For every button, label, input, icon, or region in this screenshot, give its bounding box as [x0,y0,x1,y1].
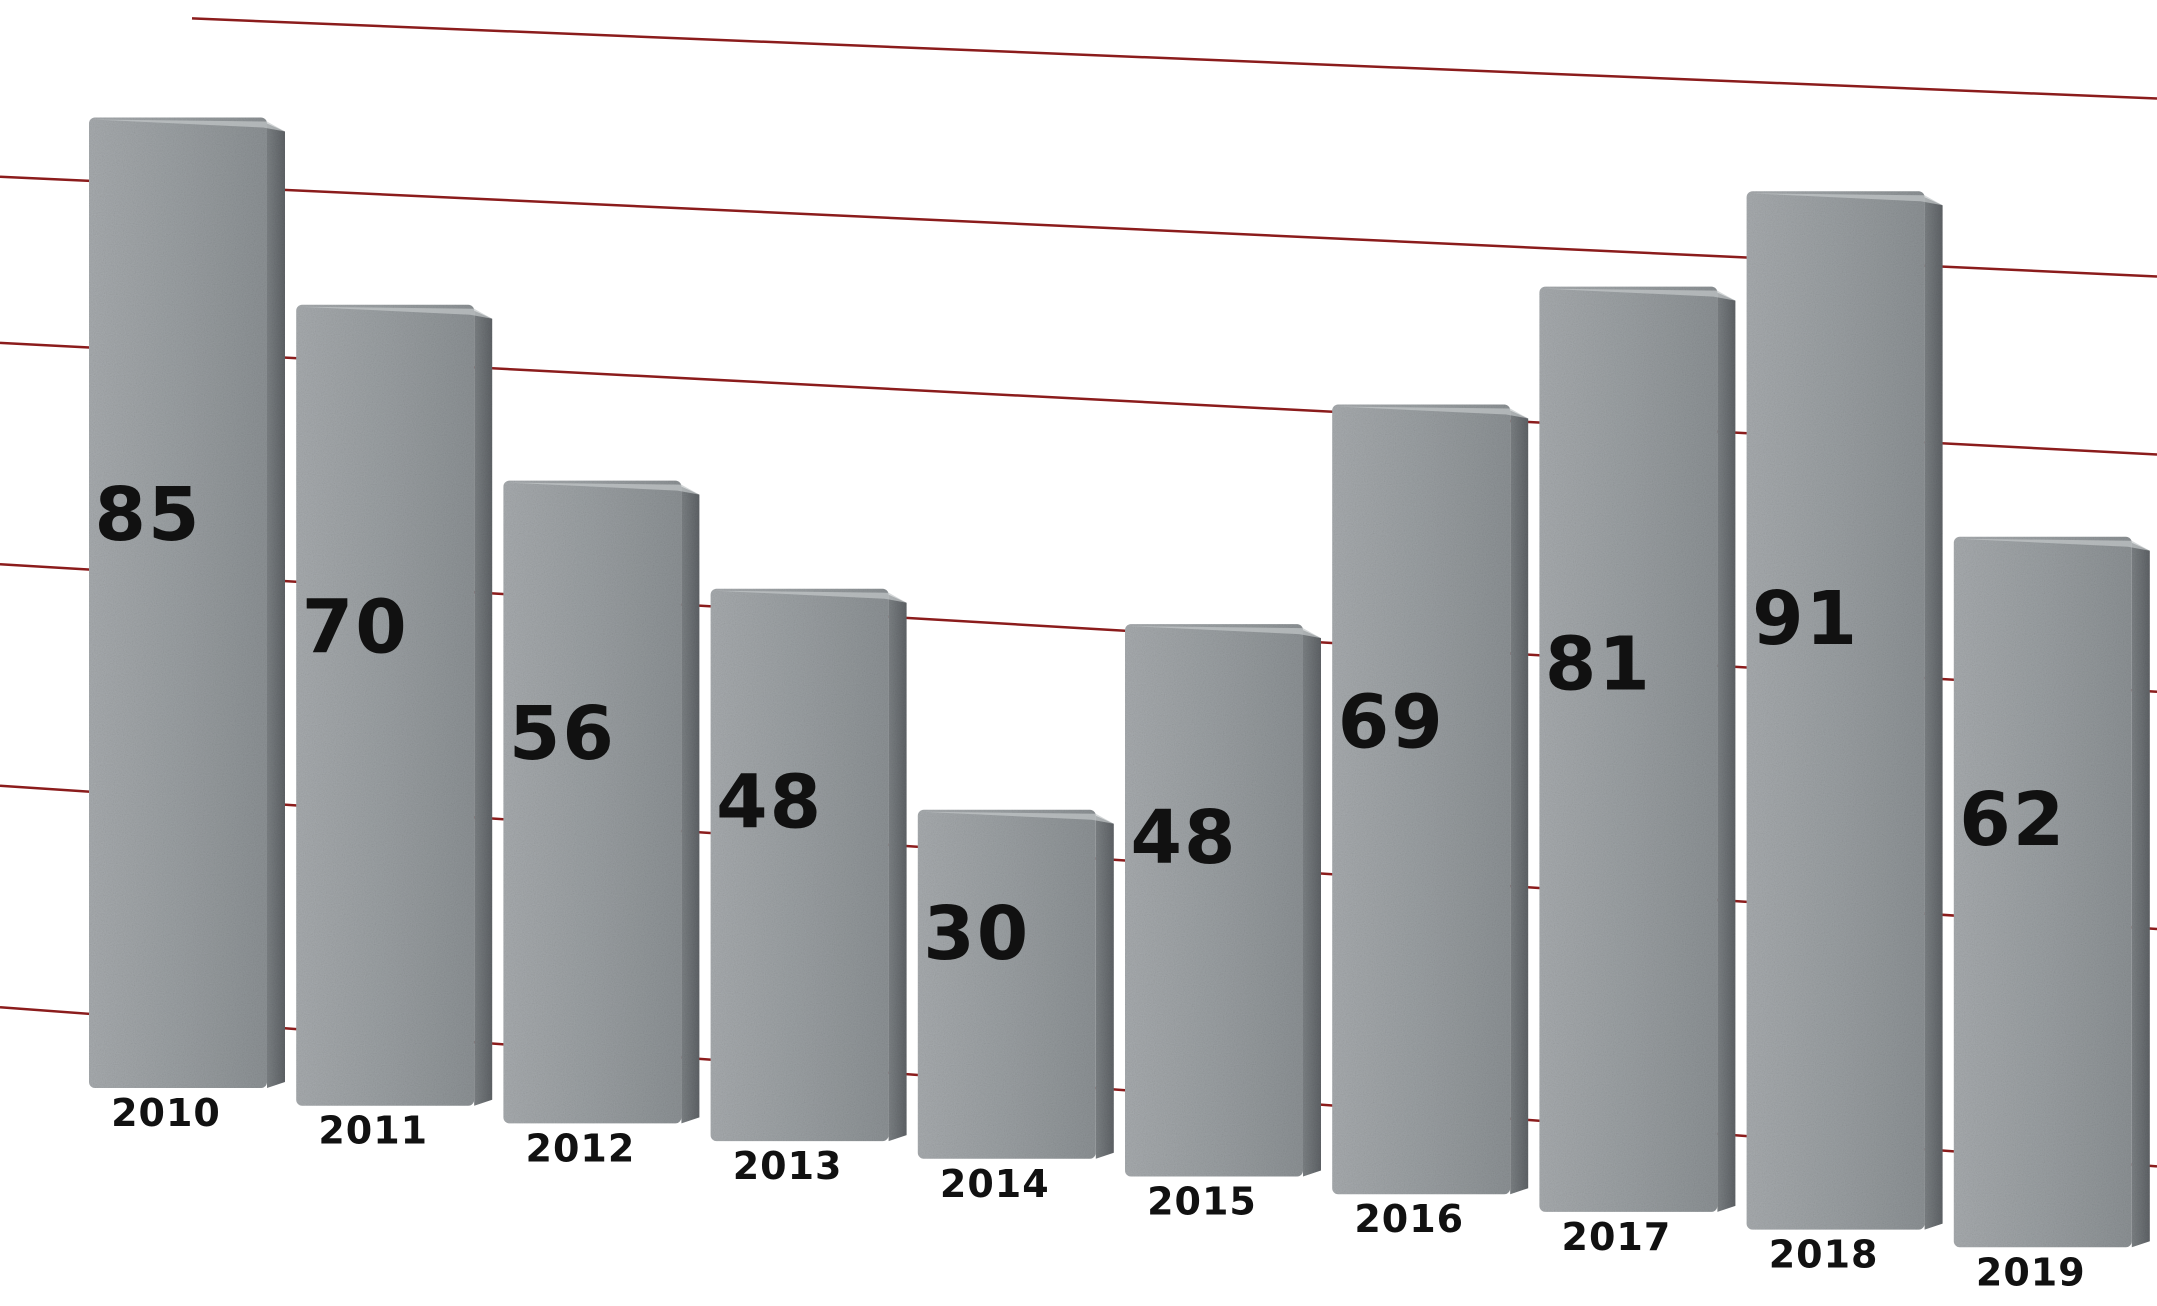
value-label-2016: 69 [1338,680,1445,766]
bars [89,117,2150,1248]
value-label-2018: 91 [1752,576,1859,662]
bar-face [89,117,267,1088]
bar-side [1303,630,1321,1177]
bar-side [888,594,907,1142]
bar-side [1717,292,1736,1212]
bar-side [1095,815,1114,1159]
bar-top [921,811,1114,824]
labels: 85 2010 70 2011 56 2012 48 2013 30 2014 48 2015 69 20… [95,472,2086,1294]
bar-face [1125,624,1303,1177]
bar-side [681,486,700,1124]
bar-face [503,480,682,1124]
bar-2011 [296,304,493,1106]
bar-face [1953,536,2132,1248]
bar-face [1746,191,1925,1230]
bar-side [267,123,285,1088]
bar-2016 [1332,404,1529,1195]
bar-2014 [917,809,1114,1159]
bar-face [710,588,889,1142]
category-label-2012: 2012 [526,1126,636,1170]
bar-side [1510,410,1529,1195]
value-label-2019: 62 [1959,777,2066,863]
bar-2018 [1746,191,1943,1230]
bar-side [2131,542,2150,1248]
bar-top [1543,288,1736,301]
bar-side [1924,197,1943,1230]
value-label-2017: 81 [1545,621,1652,707]
value-label-2011: 70 [302,585,409,671]
bar-2013 [710,588,907,1142]
bar-top [1336,406,1529,419]
category-label-2018: 2018 [1769,1233,1879,1277]
bar-2012 [503,480,700,1124]
bar-top [1129,626,1321,639]
category-label-2019: 2019 [1976,1250,2086,1294]
category-label-2013: 2013 [733,1144,843,1188]
category-label-2011: 2011 [318,1109,428,1153]
category-label-2014: 2014 [940,1162,1050,1206]
bar-top [714,590,907,603]
bar-top [1957,538,2150,551]
bar-face [917,809,1096,1159]
value-label-2013: 48 [716,759,823,845]
bar-face [1539,286,1718,1212]
bar-top [1750,193,1943,206]
bar-face [1332,404,1511,1195]
bar-2010 [89,117,285,1088]
category-label-2015: 2015 [1147,1180,1257,1224]
bar-2019 [1953,536,2150,1248]
bar-top [507,482,700,495]
bar-2015 [1125,624,1321,1177]
category-label-2016: 2016 [1354,1197,1464,1241]
bar-2017 [1539,286,1736,1212]
bar-top [93,119,285,132]
value-label-2012: 56 [509,691,616,777]
bar-side [474,310,493,1106]
value-label-2015: 48 [1131,795,1238,881]
category-label-2017: 2017 [1562,1215,1672,1259]
bar-face [296,304,475,1106]
gridline-100 [191,17,2157,100]
category-label-2010: 2010 [111,1091,221,1135]
value-label-2010: 85 [95,472,202,558]
value-label-2014: 30 [923,891,1030,977]
bar-top [300,306,493,319]
